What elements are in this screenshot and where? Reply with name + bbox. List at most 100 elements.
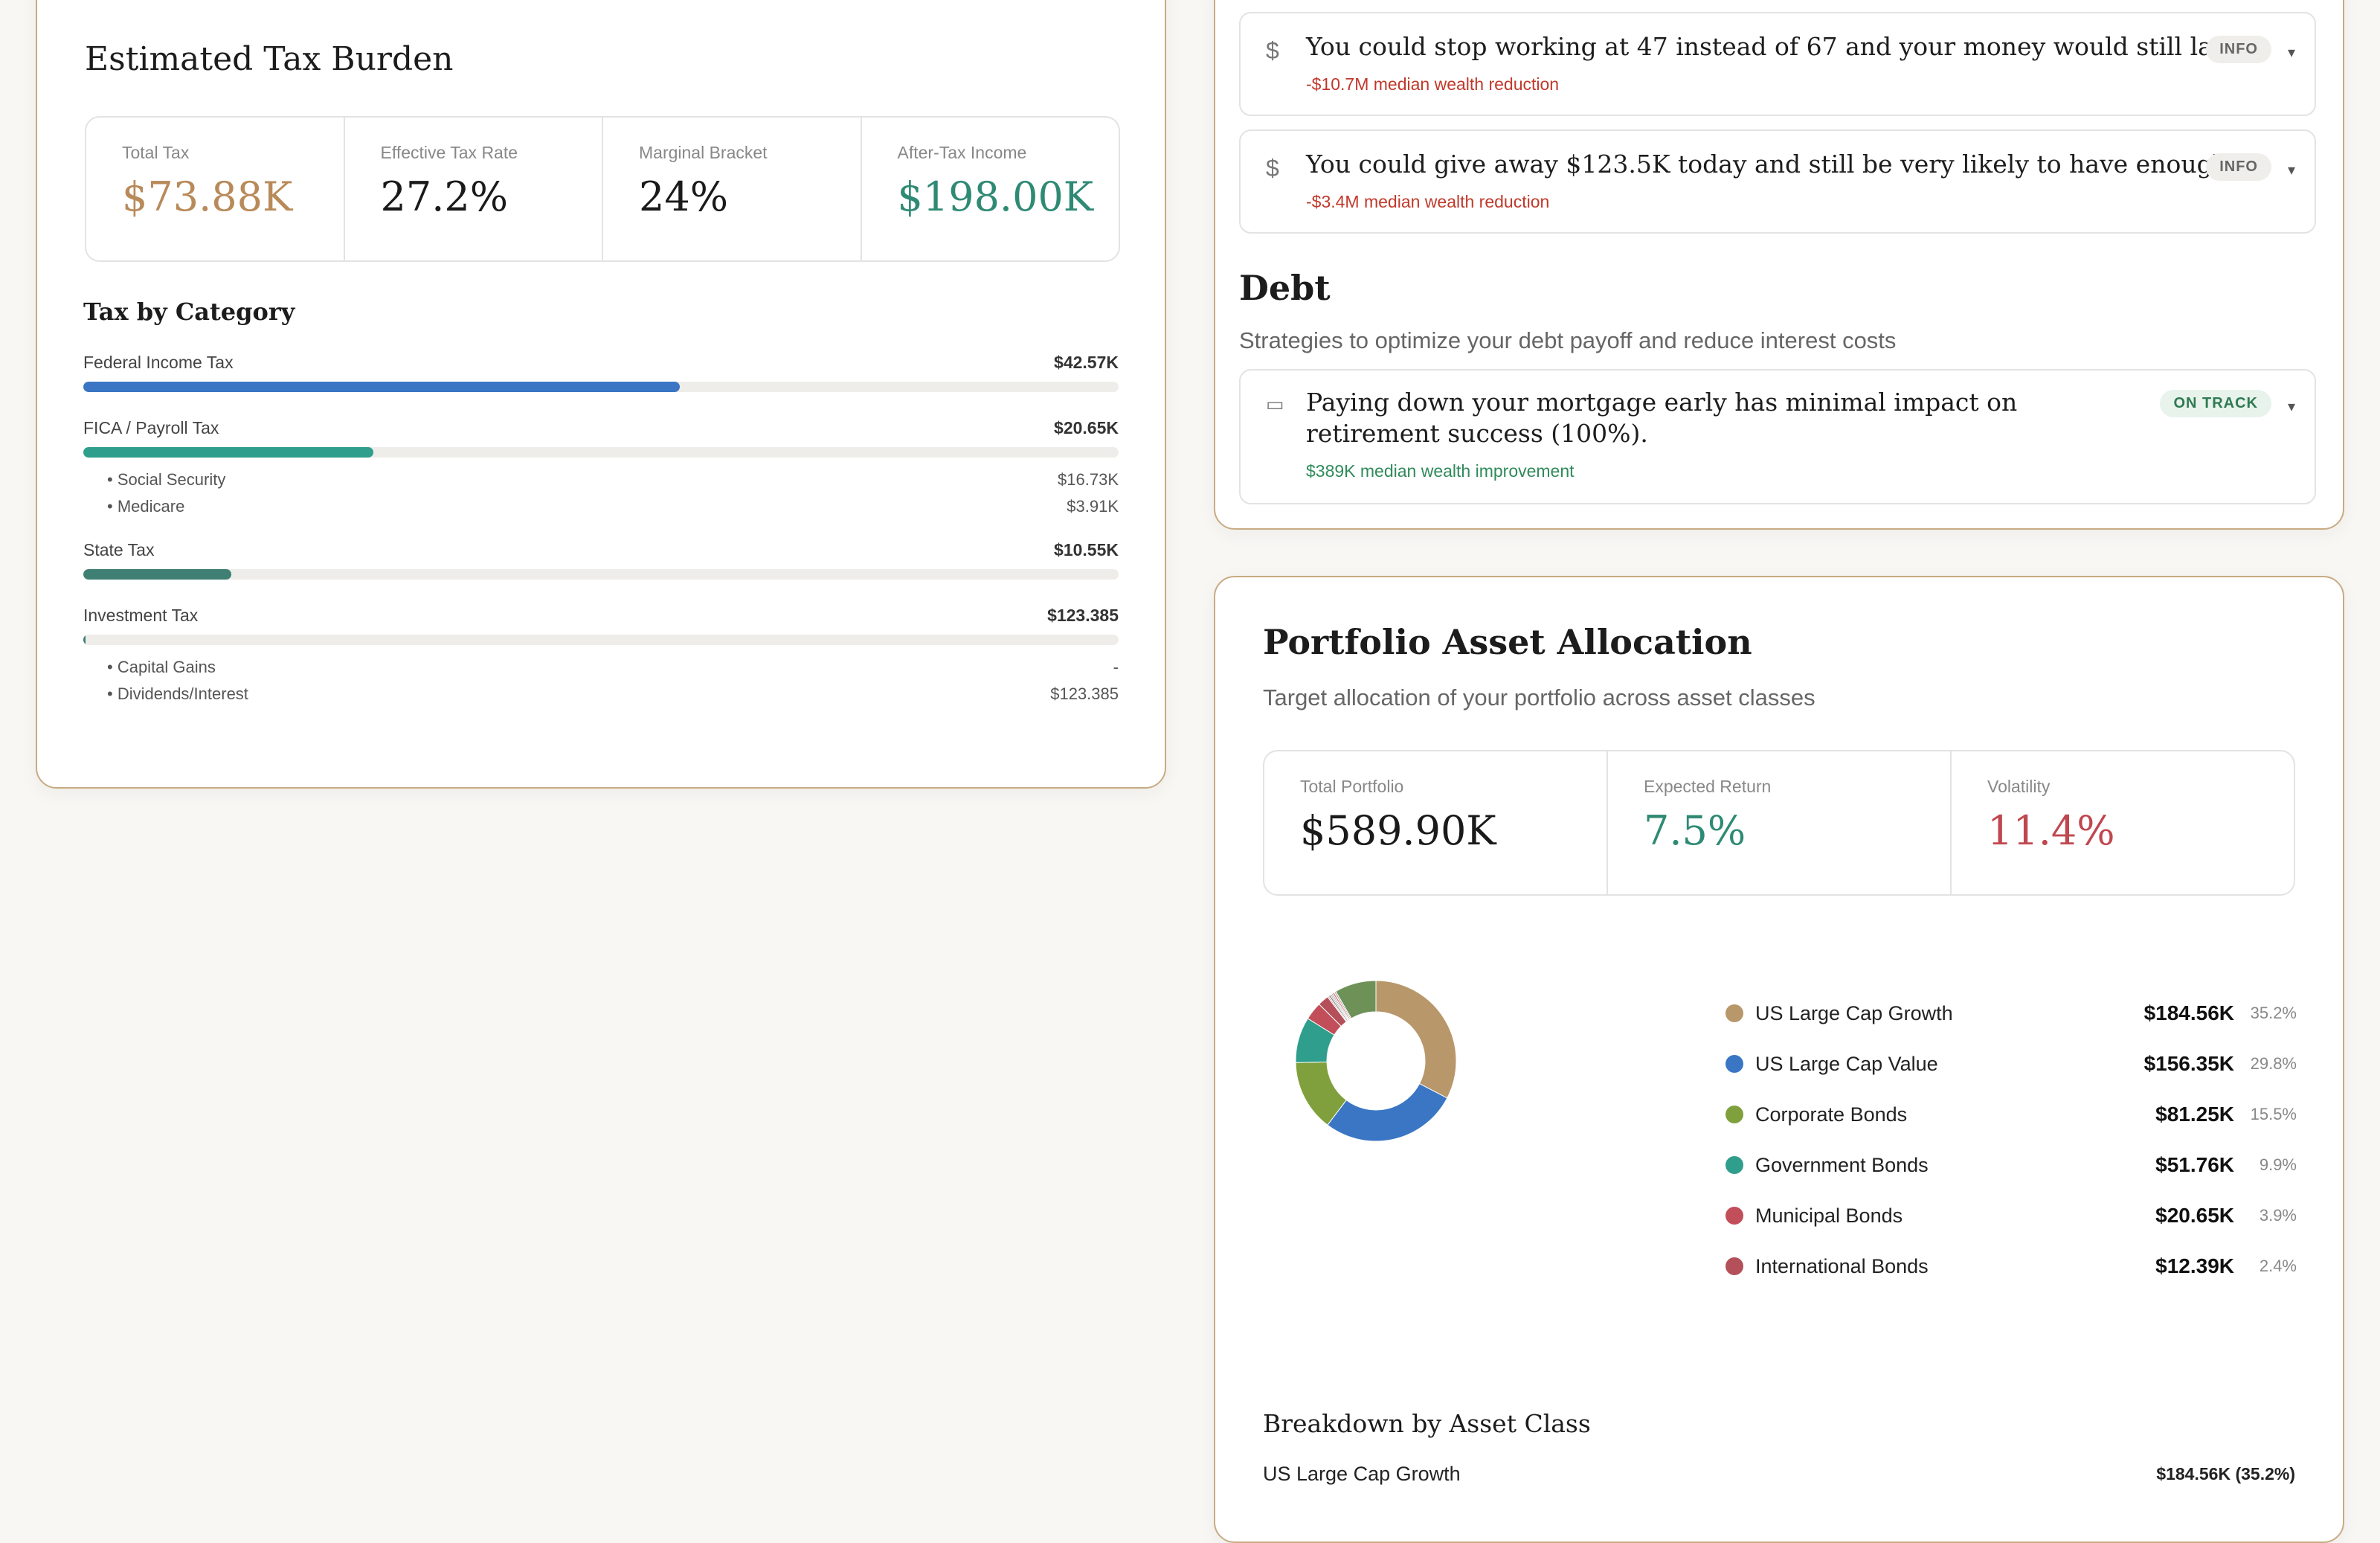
- legend-item: Government Bonds $51.76K 9.9%: [1726, 1150, 2297, 1180]
- status-badge: INFO: [2206, 36, 2271, 63]
- portfolio-card: [1214, 576, 2344, 1543]
- insight-retire-early[interactable]: $ You could stop working at 47 instead o…: [1239, 12, 2316, 116]
- stat-value: 11.4%: [1987, 807, 2115, 854]
- legend-value: $12.39K: [2155, 1254, 2234, 1277]
- category-amount: $42.57K: [1054, 353, 1119, 372]
- debt-title: Debt: [1239, 268, 1331, 308]
- chevron-down-icon[interactable]: ▾: [2287, 45, 2295, 61]
- category-label: State Tax: [83, 540, 155, 559]
- category-amount: $20.65K: [1054, 418, 1119, 437]
- sub-item-label: Social Security: [107, 470, 226, 490]
- stat-volatility: Volatility 11.4%: [1952, 751, 2294, 894]
- sub-item-medicare: Medicare $3.91K: [83, 493, 1119, 520]
- category-investment: Investment Tax $123.385 Capital Gains - Di…: [83, 606, 1119, 708]
- sub-item-amount: $123.385: [1050, 684, 1119, 703]
- status-badge: ON TRACK: [2160, 390, 2271, 417]
- breakdown-label: US Large Cap Growth: [1263, 1463, 1461, 1485]
- donut-slice-other-7[interactable]: [1335, 980, 1377, 1019]
- stat-label: Expected Return: [1644, 777, 1772, 796]
- legend-percent: 9.9%: [2259, 1155, 2297, 1174]
- sub-item-social-security: Social Security $16.73K: [83, 466, 1119, 493]
- category-amount: $123.385: [1047, 606, 1119, 625]
- stat-value: $589.90K: [1300, 807, 1496, 854]
- sub-item-capital-gains: Capital Gains -: [83, 654, 1119, 681]
- category-bar-track: [83, 447, 1119, 458]
- breakdown-row: US Large Cap Growth $184.56K (35.2%): [1263, 1463, 2295, 1486]
- sub-item-amount: $3.91K: [1067, 497, 1119, 516]
- stat-total-portfolio: Total Portfolio $589.90K: [1264, 751, 1608, 894]
- legend-item: International Bonds $12.39K 2.4%: [1726, 1251, 2297, 1281]
- insight-give-away[interactable]: $ You could give away $123.5K today and …: [1239, 129, 2316, 234]
- stat-after-tax-income: After-Tax Income $198.00K: [862, 118, 1119, 260]
- allocation-donut-chart: [1295, 980, 1457, 1142]
- donut-slice-us-large-cap-value[interactable]: [1327, 1082, 1448, 1142]
- stat-label: After-Tax Income: [897, 143, 1027, 162]
- legend-label: Municipal Bonds: [1755, 1204, 1903, 1227]
- category-bar-track: [83, 635, 1119, 645]
- tax-stats: Total Tax $73.88K Effective Tax Rate 27.…: [85, 116, 1120, 262]
- legend-item: US Large Cap Value $156.35K 29.8%: [1726, 1049, 2297, 1079]
- breakdown-value: $184.56K (35.2%): [2156, 1464, 2295, 1483]
- category-bar-fill: [83, 447, 373, 458]
- stat-label: Volatility: [1987, 777, 2051, 796]
- legend-swatch: [1726, 1207, 1743, 1225]
- category-bar-track: [83, 382, 1119, 392]
- stat-total-tax: Total Tax $73.88K: [86, 118, 345, 260]
- legend-swatch: [1726, 1156, 1743, 1174]
- sub-item-dividends: Dividends/Interest $123.385: [83, 681, 1119, 708]
- legend-value: $20.65K: [2155, 1204, 2234, 1227]
- stat-label: Effective Tax Rate: [380, 143, 518, 162]
- category-bar-track: [83, 569, 1119, 580]
- category-label: Federal Income Tax: [83, 353, 234, 372]
- legend-swatch: [1726, 1257, 1743, 1275]
- stat-value: 24%: [639, 173, 729, 220]
- legend-swatch: [1726, 1106, 1743, 1123]
- stat-label: Total Portfolio: [1300, 777, 1404, 796]
- portfolio-title: Portfolio Asset Allocation: [1263, 622, 1752, 662]
- sub-item-label: Capital Gains: [107, 658, 216, 677]
- insight-sub: -$3.4M median wealth reduction: [1306, 192, 1550, 211]
- donut-slice-us-large-cap-growth[interactable]: [1375, 980, 1457, 1099]
- legend-value: $156.35K: [2143, 1052, 2234, 1075]
- legend-label: International Bonds: [1755, 1254, 1929, 1277]
- credit-card-icon: ▭: [1266, 393, 1284, 415]
- legend-label: Government Bonds: [1755, 1153, 1929, 1176]
- legend-percent: 35.2%: [2250, 1004, 2297, 1022]
- dollar-icon: $: [1266, 155, 1279, 182]
- sub-item-amount: -: [1113, 658, 1119, 676]
- insight-text: You could give away $123.5K today and st…: [1306, 150, 2236, 179]
- sub-item-amount: $16.73K: [1058, 470, 1119, 489]
- category-bar-fill: [83, 569, 232, 580]
- legend-percent: 3.9%: [2259, 1206, 2297, 1225]
- sub-item-label: Medicare: [107, 497, 184, 516]
- debt-description: Strategies to optimize your debt payoff …: [1239, 327, 1897, 353]
- legend-label: US Large Cap Growth: [1755, 1001, 1953, 1024]
- category-label: FICA / Payroll Tax: [83, 418, 219, 437]
- portfolio-stats: Total Portfolio $589.90K Expected Return…: [1263, 750, 2295, 896]
- stat-value: $73.88K: [122, 173, 293, 220]
- legend-item: Corporate Bonds $81.25K 15.5%: [1726, 1100, 2297, 1129]
- category-federal: Federal Income Tax $42.57K: [83, 353, 1119, 392]
- portfolio-description: Target allocation of your portfolio acro…: [1263, 684, 1815, 710]
- legend-percent: 2.4%: [2259, 1257, 2297, 1275]
- legend-label: US Large Cap Value: [1755, 1052, 1938, 1075]
- sub-item-label: Dividends/Interest: [107, 684, 248, 704]
- category-fica: FICA / Payroll Tax $20.65K Social Securit…: [83, 418, 1119, 520]
- legend-item: US Large Cap Growth $184.56K 35.2%: [1726, 998, 2297, 1028]
- legend-value: $51.76K: [2155, 1153, 2234, 1176]
- category-bar-fill: [83, 635, 86, 645]
- legend-item: Municipal Bonds $20.65K 3.9%: [1726, 1201, 2297, 1231]
- insight-text: Paying down your mortgage early has mini…: [1306, 388, 2018, 448]
- debt-mortgage-insight[interactable]: ▭ Paying down your mortgage early has mi…: [1239, 369, 2316, 504]
- legend-value: $81.25K: [2155, 1103, 2234, 1126]
- stat-expected-return: Expected Return 7.5%: [1608, 751, 1952, 894]
- dollar-icon: $: [1266, 37, 1279, 64]
- stat-value: $198.00K: [897, 173, 1094, 220]
- legend-swatch: [1726, 1055, 1743, 1073]
- category-amount: $10.55K: [1054, 540, 1119, 559]
- legend-percent: 15.5%: [2250, 1105, 2297, 1123]
- stat-label: Total Tax: [122, 143, 190, 162]
- legend-swatch: [1726, 1004, 1743, 1022]
- chevron-down-icon[interactable]: ▾: [2287, 399, 2295, 415]
- chevron-down-icon[interactable]: ▾: [2287, 162, 2295, 179]
